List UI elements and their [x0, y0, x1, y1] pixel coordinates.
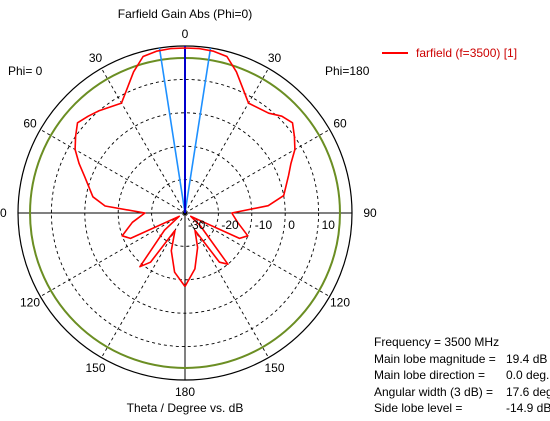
grid-spoke — [40, 212, 186, 297]
series-layer — [74, 47, 296, 287]
angle-tick-label: 120 — [20, 296, 40, 310]
info-value: 17.6 deg. — [506, 384, 550, 399]
angle-tick-label: 120 — [330, 296, 350, 310]
angle-tick-label: 60 — [333, 117, 347, 131]
info-row: Angular width (3 dB) = 17.6 deg. — [374, 384, 550, 401]
radial-tick-label: 0 — [288, 218, 295, 232]
info-label: Side lobe level = — [374, 401, 463, 415]
info-row: Main lobe direction = 0.0 deg. — [374, 367, 550, 384]
info-label: Main lobe magnitude = — [374, 351, 496, 366]
grid-spoke — [101, 212, 186, 358]
phi-right-label: Phi=180 — [325, 64, 370, 78]
phi-left-label: Phi= 0 — [8, 64, 43, 78]
radial-tick-label: -20 — [221, 218, 239, 232]
info-value: 19.4 dB — [506, 351, 548, 366]
radial-tick-label: 10 — [322, 218, 336, 232]
angle-tick-label: 60 — [23, 117, 37, 131]
grid-spoke — [184, 68, 269, 214]
info-value: 0.0 deg. — [506, 368, 550, 382]
series-trace — [74, 47, 296, 287]
grid-spoke — [184, 212, 269, 358]
legend-swatch — [382, 52, 408, 54]
info-row: Frequency = 3500 MHz — [374, 334, 550, 351]
radial-tick-label: -30 — [188, 218, 206, 232]
beamwidth-line — [158, 47, 186, 214]
angle-tick-label: 90 — [363, 206, 377, 220]
grid-spoke — [184, 129, 330, 214]
radial-tick-label: -10 — [255, 218, 273, 232]
x-axis-label: Theta / Degree vs. dB — [127, 401, 244, 415]
info-panel: Frequency = 3500 MHz Main lobe magnitude … — [374, 334, 550, 417]
info-label: Angular width (3 dB) = — [374, 384, 494, 399]
chart-title: Farfield Gain Abs (Phi=0) — [118, 7, 252, 21]
info-label: Main lobe direction = — [374, 368, 486, 382]
angle-tick-label: 30 — [268, 51, 282, 65]
legend-label: farfield (f=3500) [1] — [416, 46, 518, 60]
angle-tick-label: 150 — [85, 361, 105, 375]
angle-tick-label: 180 — [175, 385, 195, 399]
beamwidth-line — [184, 47, 212, 214]
angle-tick-label: 90 — [0, 206, 7, 220]
tick-labels: 0 30 60 90 120 150 180 150 120 90 60 30 -30 -20 -10 0 10 — [0, 27, 377, 399]
info-row: Main lobe magnitude = 19.4 dB — [374, 351, 550, 368]
reference-lines — [29, 46, 341, 369]
angle-tick-label: 0 — [182, 27, 189, 41]
grid-spoke — [184, 212, 330, 297]
legend: farfield (f=3500) [1] — [382, 45, 517, 61]
angle-tick-label: 30 — [89, 51, 103, 65]
grid-spoke — [101, 68, 186, 214]
info-value: -14.9 dB — [506, 401, 550, 415]
info-row: Side lobe level = -14.9 dB — [374, 400, 550, 417]
grid-spoke — [40, 129, 186, 214]
info-label: Frequency = 3500 MHz — [374, 335, 500, 349]
angle-tick-label: 150 — [264, 361, 284, 375]
